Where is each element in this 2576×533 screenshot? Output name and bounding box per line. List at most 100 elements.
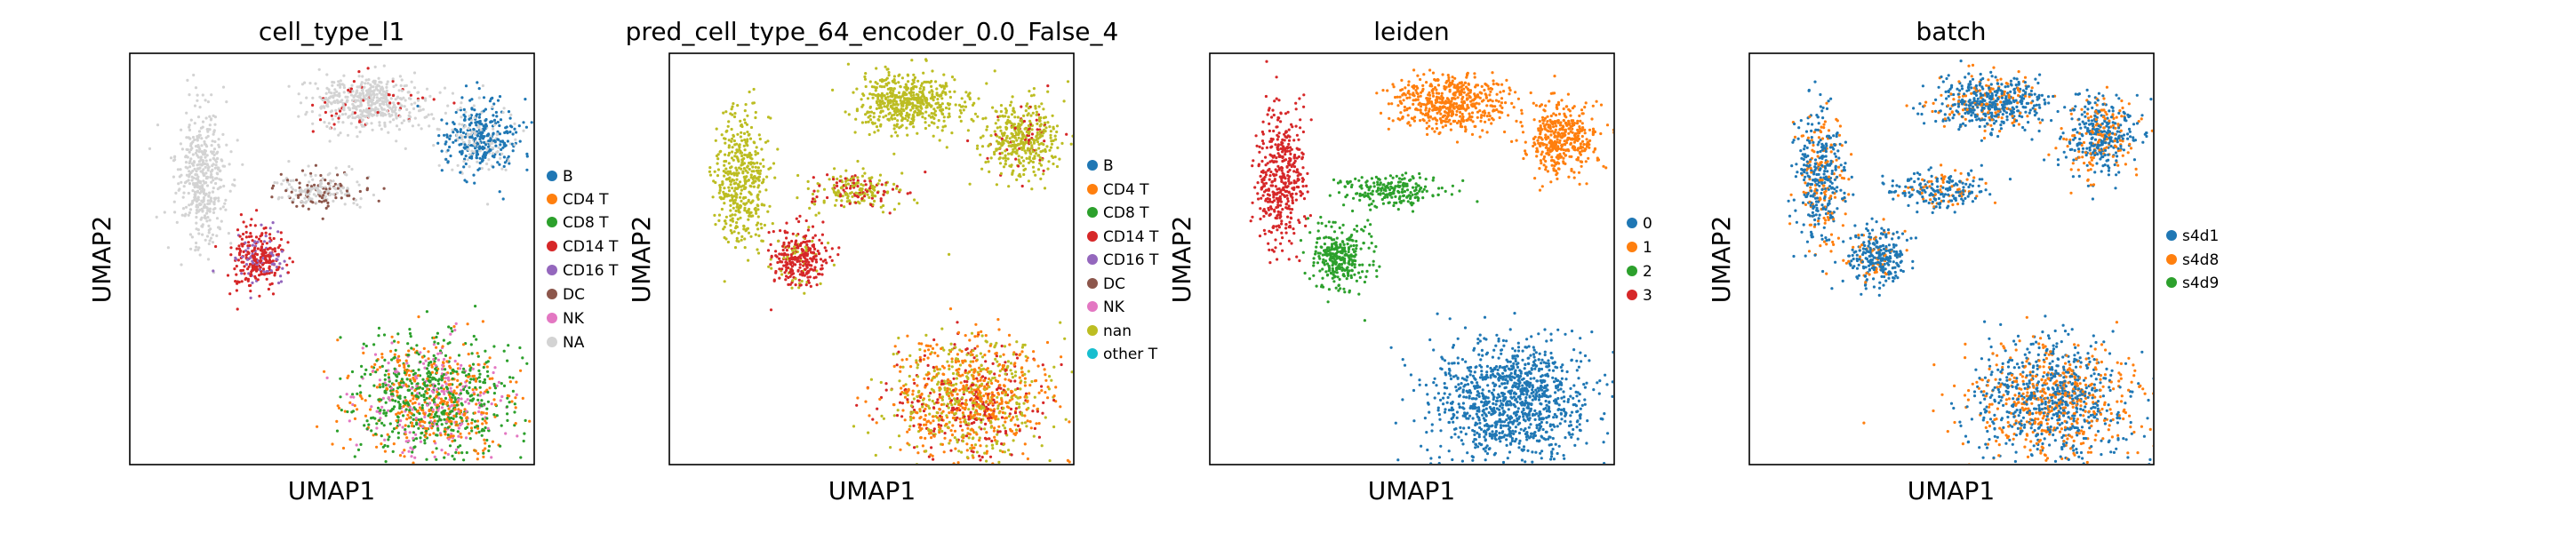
- scatter-point: [385, 85, 388, 89]
- scatter-point: [772, 278, 776, 282]
- scatter-point: [308, 180, 311, 184]
- scatter-point: [803, 274, 806, 277]
- scatter-point: [248, 262, 252, 266]
- scatter-point: [733, 201, 737, 204]
- scatter-point: [784, 264, 788, 267]
- scatter-point: [828, 255, 832, 259]
- scatter-point: [209, 227, 212, 231]
- scatter-point: [1022, 168, 1026, 172]
- scatter-point: [832, 263, 836, 266]
- scatter-point: [421, 107, 425, 111]
- scatter-point: [1011, 95, 1014, 99]
- scatter-point: [252, 259, 256, 262]
- scatter-point: [247, 251, 251, 255]
- scatter-point: [353, 404, 356, 408]
- scatter-point: [198, 166, 202, 170]
- scatter-point: [729, 219, 732, 222]
- scatter-point: [714, 139, 717, 142]
- scatter-point: [196, 99, 199, 102]
- scatter-point: [445, 389, 449, 393]
- scatter-point: [337, 406, 341, 410]
- scatter-point: [769, 243, 772, 246]
- scatter-point: [365, 427, 369, 431]
- scatter-point: [886, 95, 890, 99]
- scatter-point: [895, 124, 899, 128]
- scatter-point: [360, 118, 364, 123]
- scatter-point: [249, 290, 252, 293]
- scatter-point: [373, 362, 377, 366]
- scatter-point: [212, 187, 215, 190]
- scatter-point: [493, 386, 498, 390]
- scatter-point: [474, 131, 477, 135]
- scatter-point: [476, 457, 479, 461]
- scatter-point: [515, 393, 518, 396]
- scatter-point: [327, 88, 331, 91]
- scatter-point: [334, 112, 338, 115]
- scatter-point: [727, 162, 731, 165]
- scatter-point: [203, 214, 207, 218]
- scatter-point: [454, 110, 458, 115]
- scatter-point: [422, 411, 426, 415]
- scatter-point: [470, 149, 474, 153]
- scatter-point: [412, 397, 415, 401]
- scatter-point: [386, 433, 389, 436]
- scatter-point: [499, 444, 502, 448]
- scatter-point: [469, 132, 473, 136]
- scatter-point: [736, 132, 740, 136]
- scatter-point: [739, 216, 742, 219]
- scatter-point: [451, 330, 454, 333]
- scatter-point: [785, 268, 788, 272]
- scatter-point: [477, 402, 481, 405]
- scatter-point: [446, 434, 450, 437]
- scatter-point: [1032, 87, 1036, 91]
- scatter-point: [474, 386, 477, 389]
- scatter-point: [306, 190, 309, 194]
- scatter-point: [1042, 131, 1045, 135]
- scatter-point: [442, 373, 445, 377]
- scatter-point: [484, 411, 489, 415]
- scatter-point: [890, 116, 893, 120]
- scatter-point: [991, 362, 995, 365]
- scatter-point: [949, 429, 953, 433]
- scatter-point: [799, 242, 804, 245]
- scatter-point: [406, 342, 410, 346]
- scatter-point: [860, 105, 864, 108]
- scatter-point: [723, 174, 726, 178]
- scatter-point: [413, 379, 417, 383]
- scatter-point: [471, 367, 475, 370]
- scatter-point: [909, 94, 913, 98]
- scatter-point: [468, 139, 471, 142]
- scatter-point: [961, 105, 964, 108]
- scatter-point: [868, 114, 872, 118]
- scatter-point: [172, 159, 176, 163]
- scatter-point: [271, 221, 275, 225]
- scatter-point: [380, 114, 383, 117]
- scatter-point: [1011, 150, 1014, 154]
- scatter-point: [800, 270, 804, 274]
- scatter-point: [996, 118, 1000, 122]
- scatter-point: [877, 115, 881, 118]
- scatter-point: [734, 225, 739, 228]
- scatter-point: [337, 133, 340, 137]
- scatter-point: [868, 177, 872, 180]
- scatter-point: [1029, 114, 1033, 117]
- scatter-point: [462, 107, 466, 111]
- scatter-point: [353, 111, 357, 115]
- scatter-point: [905, 98, 908, 101]
- scatter-point: [835, 181, 839, 185]
- scatter-point: [937, 119, 940, 123]
- scatter-point: [727, 154, 731, 157]
- scatter-point: [504, 432, 508, 435]
- scatter-point: [742, 202, 746, 205]
- scatter-point: [252, 241, 256, 244]
- scatter-point: [359, 442, 363, 446]
- scatter-point: [1017, 136, 1020, 139]
- scatter-point: [881, 99, 884, 103]
- scatter-point: [375, 426, 379, 430]
- scatter-point: [206, 169, 210, 172]
- scatter-point: [356, 448, 361, 451]
- scatter-point: [900, 76, 905, 80]
- scatter-point: [417, 478, 420, 481]
- scatter-point: [319, 173, 323, 178]
- scatter-point: [408, 373, 412, 378]
